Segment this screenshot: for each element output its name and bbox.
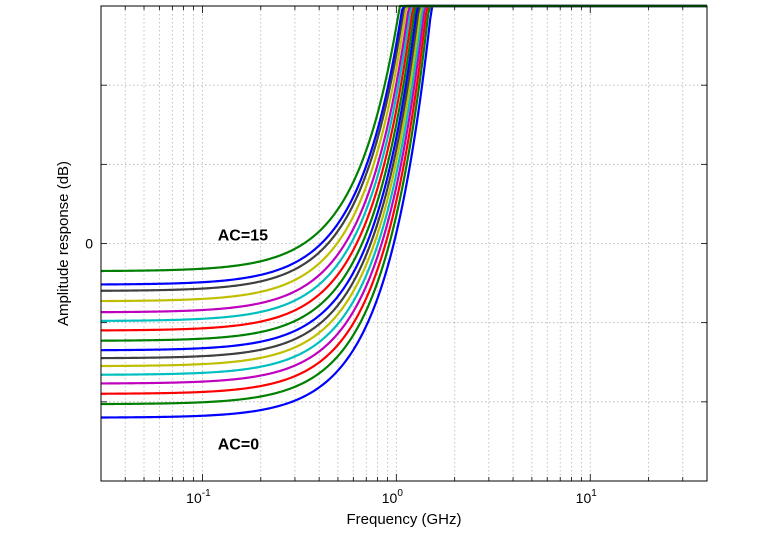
- y-axis-label: Amplitude response (dB): [55, 161, 72, 326]
- x-tick-label: 10-1: [186, 488, 211, 506]
- x-tick-label: 100: [382, 488, 404, 506]
- x-tick-label: 101: [576, 488, 598, 506]
- x-tick-base: 10: [382, 490, 398, 506]
- x-tick-labels: 10-1 100 101: [186, 488, 597, 506]
- x-tick-base: 10: [576, 490, 592, 506]
- x-tick-base: 10: [186, 490, 202, 506]
- x-tick-exponent: 1: [591, 488, 597, 499]
- axis-ticks: [100, 6, 708, 481]
- x-axis-label: Frequency (GHz): [346, 511, 461, 528]
- x-tick-exponent: -1: [202, 488, 211, 499]
- annotation-ac-0: AC=0: [218, 436, 259, 453]
- x-tick-exponent: 0: [397, 488, 403, 499]
- y-tick-label: 0: [85, 236, 93, 252]
- annotation-ac-15: AC=15: [218, 227, 268, 244]
- annotations: AC=15 AC=0: [218, 227, 268, 453]
- y-tick-labels: 0: [85, 236, 93, 252]
